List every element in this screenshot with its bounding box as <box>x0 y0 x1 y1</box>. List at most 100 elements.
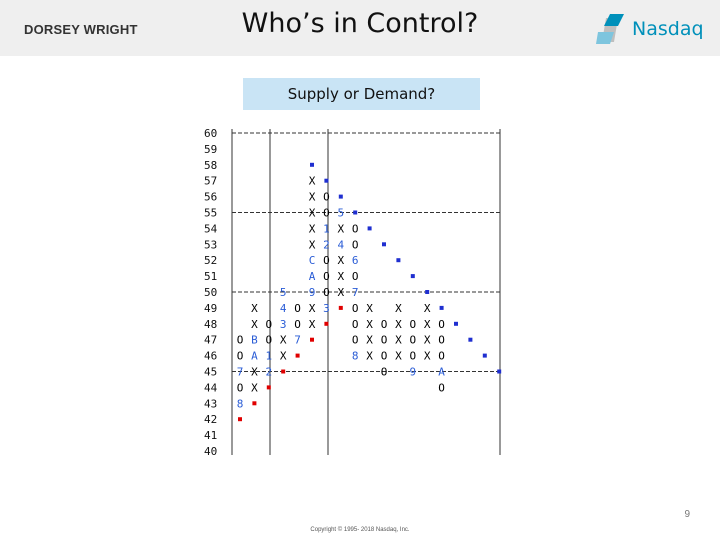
pf-month-marker: 4 <box>337 238 344 251</box>
pf-box: O <box>265 318 272 331</box>
bearish-resistance-dot <box>410 274 415 279</box>
pf-box: O <box>323 286 330 299</box>
pf-box: X <box>309 302 316 315</box>
pf-box: X <box>251 366 258 379</box>
pf-box: X <box>424 350 431 363</box>
price-tick-label: 46 <box>204 350 217 363</box>
price-tick-label: 43 <box>204 397 217 410</box>
header-bar: DORSEY WRIGHT Who’s in Control? Nasdaq <box>0 0 720 56</box>
pf-box: O <box>265 334 272 347</box>
bearish-resistance-dot <box>468 337 473 342</box>
pf-box: O <box>237 381 244 394</box>
pf-box: O <box>409 350 416 363</box>
pf-box: X <box>280 334 287 347</box>
bearish-resistance-dot <box>338 194 343 199</box>
pf-box: O <box>438 318 445 331</box>
pf-box: X <box>366 302 373 315</box>
bullish-support-dot <box>238 417 242 422</box>
pf-month-marker: 5 <box>337 207 344 220</box>
pf-box: O <box>352 238 359 251</box>
pf-box: X <box>424 334 431 347</box>
pf-month-marker: 3 <box>280 318 287 331</box>
price-tick-label: 56 <box>204 191 217 204</box>
pf-box: X <box>366 334 373 347</box>
pf-box: O <box>409 318 416 331</box>
pf-box: O <box>323 191 330 204</box>
price-tick-label: 49 <box>204 302 217 315</box>
point-and-figure-svg: 6059585756555453525150494847464544434241… <box>204 127 502 458</box>
bullish-support-dot <box>295 353 300 358</box>
price-tick-label: 52 <box>204 254 217 267</box>
page-number: 9 <box>684 509 690 520</box>
pf-box: O <box>409 334 416 347</box>
pf-box: X <box>424 318 431 331</box>
pf-box: O <box>381 334 388 347</box>
pf-box: X <box>366 318 373 331</box>
pf-month-marker: 2 <box>265 366 272 379</box>
nasdaq-wordmark: Nasdaq <box>632 18 704 40</box>
pf-box: O <box>381 350 388 363</box>
pf-box: X <box>251 381 258 394</box>
copyright-text: Copyright © 1995- 2018 Nasdaq, Inc. <box>310 527 410 533</box>
pf-box: O <box>381 318 388 331</box>
bearish-resistance-dot <box>425 290 430 294</box>
pf-box: X <box>309 191 316 204</box>
price-tick-label: 51 <box>204 270 217 283</box>
pf-box: X <box>395 318 402 331</box>
pf-box: X <box>251 302 258 315</box>
pf-month-marker: 7 <box>294 334 301 347</box>
bullish-support-dot <box>338 305 343 310</box>
pf-box: X <box>280 350 287 363</box>
pf-month-marker: A <box>251 350 258 363</box>
pf-month-marker: 9 <box>409 366 416 379</box>
price-tick-label: 41 <box>204 429 217 442</box>
dorsey-wright-logo: DORSEY WRIGHT <box>24 22 138 37</box>
bearish-resistance-dot <box>367 226 372 231</box>
pf-month-marker: B <box>251 334 258 347</box>
bearish-resistance-dot <box>396 258 401 263</box>
bullish-support-dot <box>252 401 257 406</box>
pf-box: O <box>323 207 330 220</box>
bearish-resistance-dot <box>310 162 314 167</box>
pf-box: X <box>309 238 316 251</box>
bullish-support-dot <box>324 321 329 326</box>
price-tick-label: 44 <box>204 381 218 394</box>
pf-month-marker: 7 <box>352 286 359 299</box>
pf-box: O <box>352 302 359 315</box>
nasdaq-logo: Nasdaq <box>596 12 706 46</box>
pf-box: X <box>337 254 344 267</box>
pf-month-marker: 8 <box>237 397 244 410</box>
bearish-resistance-dot <box>324 178 329 183</box>
pf-box: O <box>352 318 359 331</box>
price-tick-label: 57 <box>204 175 217 188</box>
pf-month-marker: C <box>309 254 316 267</box>
pf-month-marker: 1 <box>323 222 330 235</box>
pf-month-marker: A <box>309 270 316 283</box>
pf-month-marker: 6 <box>352 254 359 267</box>
pf-box: X <box>309 207 316 220</box>
pf-box: X <box>337 286 344 299</box>
bearish-resistance-dot <box>482 353 487 358</box>
pf-box: X <box>395 350 402 363</box>
bearish-resistance-dot <box>454 321 458 326</box>
point-and-figure-chart: 60 59 58 57 56 55 54 53 52 51 50 49 48 47 46 45 44 43 42 41… <box>198 124 522 462</box>
pf-box: O <box>323 254 330 267</box>
pf-box: O <box>438 350 445 363</box>
pf-box: O <box>294 318 301 331</box>
pf-month-marker: 2 <box>323 238 330 251</box>
pf-box: O <box>294 302 301 315</box>
pf-box: X <box>395 334 402 347</box>
pf-box: O <box>438 381 445 394</box>
pf-month-marker: 8 <box>352 350 359 363</box>
pf-box: X <box>424 302 431 315</box>
pf-box: X <box>309 222 316 235</box>
price-tick-label: 60 <box>204 127 217 140</box>
pf-box: X <box>337 222 344 235</box>
page-title: Who’s in Control? <box>241 8 479 39</box>
pf-month-marker: 5 <box>280 286 287 299</box>
nasdaq-mark-icon <box>596 14 624 44</box>
bearish-resistance-dot <box>353 210 358 215</box>
pf-box: O <box>438 334 445 347</box>
price-tick-label: 40 <box>204 445 217 458</box>
bearish-resistance-dot <box>439 305 444 310</box>
